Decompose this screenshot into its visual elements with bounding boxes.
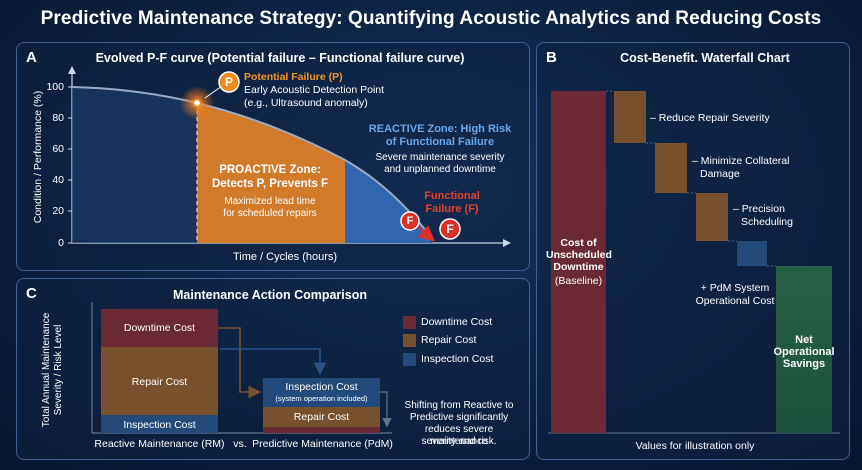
cmp-x-label-vs: vs.	[233, 438, 247, 450]
step4-label-2: Operational Cost	[695, 295, 775, 307]
reactive-zone-desc-1: Severe maintenance severity	[375, 152, 505, 163]
proactive-zone-desc-2: for scheduled repairs	[223, 208, 317, 219]
rm-downtime-label: Downtime Cost	[123, 322, 196, 334]
pf-ytick-100: 100	[46, 81, 64, 93]
waterfall-footnote: Values for illustration only	[635, 440, 755, 452]
panel-b-title: Cost-Benefit. Waterfall Chart	[620, 51, 790, 65]
proactive-zone-title-1: PROACTIVE Zone:	[219, 164, 321, 176]
cmp-note-3: reduces severe maintenance	[424, 424, 494, 447]
baseline-label-3: Downtime	[553, 261, 604, 273]
functional-failure-label-2: Failure (F)	[425, 203, 479, 215]
panel-b	[536, 42, 850, 460]
net-savings-label-1: Net	[795, 334, 813, 346]
reactive-zone-title-1: REACTIVE Zone: High Risk	[368, 123, 512, 135]
panel-c	[16, 278, 530, 460]
panel-c-title: Maintenance Action Comparison	[172, 288, 367, 302]
net-savings-label-3: Savings	[782, 358, 826, 370]
legend-inspection-label: Inspection Cost	[421, 353, 494, 365]
baseline-label-2: Unscheduled	[546, 249, 612, 261]
pf-x-axis-label: Time / Cycles (hours)	[232, 251, 338, 263]
potential-failure-title: Potential Failure (P)	[244, 71, 343, 83]
cmp-note-4: severity and risk.	[421, 436, 497, 447]
cmp-x-label-pdm: Predictive Maintenance (PdM)	[252, 438, 393, 450]
proactive-zone-title-2: Detects P, Prevents F	[211, 178, 329, 190]
step2-label-1: – Minimize Collateral	[692, 155, 790, 167]
f-marker-small-label: F	[406, 215, 414, 227]
pf-ytick-60: 60	[52, 143, 64, 155]
net-savings-label-2: Operational	[773, 346, 835, 358]
step1-label: – Reduce Repair Severity	[650, 112, 770, 124]
cmp-note-1: Shifting from Reactive to	[404, 400, 514, 411]
pf-ytick-80: 80	[52, 112, 64, 124]
pf-ytick-20: 20	[52, 205, 64, 217]
panel-a-letter: A	[26, 49, 37, 66]
pf-ytick-40: 40	[52, 174, 64, 186]
main-title: Predictive Maintenance Strategy: Quantif…	[40, 8, 822, 29]
step3-label-2: Scheduling	[741, 216, 793, 228]
legend-downtime-label: Downtime Cost	[421, 316, 493, 328]
cmp-note-2: Predictive significantly	[409, 412, 509, 423]
panel-a-title: Evolved P-F curve (Potential failure – F…	[95, 51, 465, 65]
step2-label-2: Damage	[700, 168, 740, 180]
pf-ytick-0: 0	[58, 237, 64, 249]
reactive-zone-desc-2: and unplanned downtime	[384, 164, 496, 175]
cmp-y-axis-label-1: Total Annual Maintenance	[41, 312, 52, 428]
rm-inspection-label: Inspection Cost	[123, 419, 196, 431]
pdm-inspection-label: Inspection Cost	[285, 381, 358, 393]
step4-label-1: + PdM System	[700, 282, 770, 294]
rm-repair-label: Repair Cost	[131, 376, 188, 388]
pdm-inspection-sublabel: (system operation included)	[275, 394, 368, 403]
f-marker-large-label: F	[446, 222, 454, 236]
cmp-x-label-rm: Reactive Maintenance (RM)	[94, 438, 225, 450]
functional-failure-label-1: Functional	[424, 190, 480, 202]
p-marker-label: P	[224, 75, 233, 89]
cmp-y-axis-label-2: Severity / Risk Level	[53, 324, 64, 416]
potential-failure-desc-2: (e.g., Ultrasound anomaly)	[244, 97, 368, 109]
step3-label-1: – Precision	[733, 203, 785, 215]
proactive-zone-desc-1: Maximized lead time	[224, 196, 316, 207]
panel-c-letter: C	[26, 285, 37, 302]
baseline-label-4: (Baseline)	[554, 275, 603, 287]
panel-b-letter: B	[546, 49, 557, 66]
pdm-repair-label: Repair Cost	[293, 411, 350, 423]
potential-failure-desc-1: Early Acoustic Detection Point	[244, 84, 385, 96]
legend-repair-label: Repair Cost	[421, 334, 477, 346]
reactive-zone-title-2: of Functional Failure	[385, 136, 495, 148]
baseline-label-1: Cost of	[560, 237, 597, 249]
